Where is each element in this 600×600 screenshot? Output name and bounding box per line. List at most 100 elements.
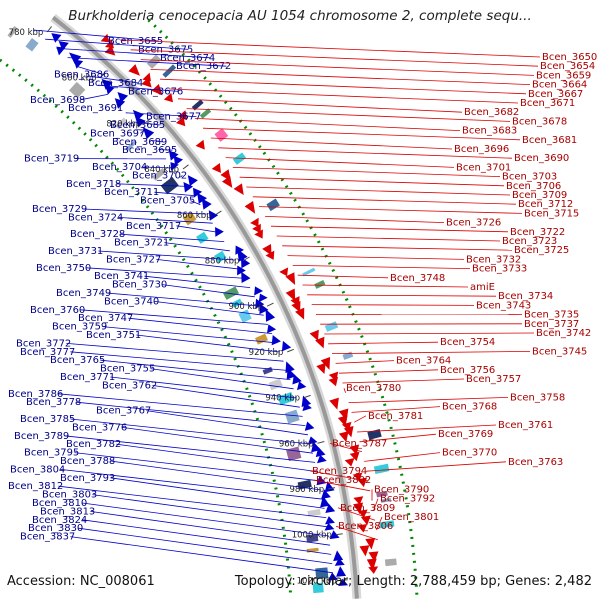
left-gene-label: Bcen_3759 (52, 322, 107, 333)
right-gene-label: Bcen_3743 (476, 300, 531, 311)
tick-mark (335, 533, 343, 536)
forward-gene-arrow (315, 447, 326, 458)
reverse-gene-arrow (221, 175, 233, 188)
left-leader-line (128, 317, 273, 334)
forward-gene-arrow (101, 78, 113, 90)
backbone-ring (51, 15, 359, 599)
tick-mark (303, 394, 311, 399)
right-leader-line (202, 127, 521, 141)
feature-block (379, 520, 395, 529)
left-leader-line (78, 527, 333, 564)
right-gene-label: Bcen_3664 (532, 80, 587, 91)
right-gene-label: Bcen_3696 (454, 144, 509, 155)
right-leader-line (276, 235, 501, 242)
right-leader-line (282, 245, 513, 251)
forward-gene-arrow (325, 503, 336, 513)
left-leader-line (70, 536, 334, 574)
left-gene-label: Bcen_3765 (50, 355, 105, 366)
left-gene-label: Bcen_3824 (32, 515, 87, 526)
right-gene-label: Bcen_3764 (396, 356, 451, 367)
left-gene-label: Bcen_3655 (108, 36, 163, 47)
gc-ring-outer (147, 18, 419, 599)
left-gene-label: Bcen_3760 (30, 305, 85, 316)
right-gene-label: Bcen_3723 (502, 236, 557, 247)
feature-block (384, 558, 397, 567)
feature-block (373, 463, 390, 475)
left-leader-line (64, 435, 316, 463)
right-leader-line (348, 397, 509, 403)
forward-gene-arrow (105, 85, 115, 95)
right-gene-label: Bcen_3735 (524, 310, 579, 321)
left-gene-label: Bcen_3730 (112, 280, 167, 291)
left-gene-label: Bcen_3684 (88, 78, 143, 89)
right-leader-line (210, 137, 453, 150)
left-gene-label: Bcen_3718 (66, 179, 121, 190)
tick-label: 1020 kbp (297, 576, 337, 586)
feature-block (196, 231, 209, 244)
left-leader-line (136, 334, 280, 353)
left-leader-line (158, 149, 173, 151)
left-leader-line (106, 292, 260, 307)
feature-block (367, 429, 382, 440)
left-leader-line (70, 418, 311, 445)
left-gene-label: Bcen_3747 (78, 313, 133, 324)
right-leader-line (218, 147, 513, 159)
left-leader-line (33, 29, 159, 42)
reverse-gene-arrow (177, 110, 188, 121)
left-leader-line (86, 267, 246, 279)
right-gene-label: Bcen_3682 (464, 107, 519, 118)
feature-block (268, 378, 283, 391)
tick-mark (182, 164, 189, 170)
forward-gene-arrow (173, 155, 183, 166)
left-gene-label: Bcen_3675 (138, 44, 193, 55)
tick-mark (243, 256, 250, 261)
forward-gene-arrow (58, 40, 69, 51)
left-gene-label: Bcen_3672 (176, 61, 231, 72)
right-gene-label: Bcen_3802 (316, 475, 371, 486)
reverse-gene-arrow (368, 551, 379, 562)
right-leader-line (258, 206, 523, 214)
forward-gene-arrow (327, 572, 338, 581)
right-gene-label: Bcen_3681 (522, 135, 577, 146)
reverse-gene-arrow (285, 272, 296, 285)
right-gene-label: Bcen_3757 (466, 374, 521, 385)
feature-block (162, 64, 177, 78)
accession-text: Accession: NC_008061 (7, 574, 155, 589)
right-gene-label: Bcen_3715 (524, 208, 579, 219)
forward-gene-arrow (302, 402, 312, 412)
tick-label: 960 kbp (279, 439, 314, 449)
forward-gene-arrow (281, 340, 292, 352)
right-leader-line (307, 294, 497, 297)
feature-block (302, 267, 316, 277)
feature-block (306, 533, 319, 543)
left-gene-label: Bcen_3711 (104, 187, 159, 198)
tick-label: 900 kbp (229, 302, 264, 312)
right-leader-line (313, 479, 371, 492)
tick-mark (144, 118, 151, 124)
right-gene-label: Bcen_3683 (462, 126, 517, 137)
left-gene-label: Bcen_3837 (20, 532, 75, 543)
feature-block (314, 279, 326, 289)
feature-block (312, 582, 324, 594)
left-leader-line (58, 485, 327, 518)
left-gene-label: Bcen_3685 (110, 120, 165, 131)
left-gene-label: Bcen_3788 (60, 456, 115, 467)
feature-block (376, 490, 388, 498)
feature-block (7, 26, 18, 38)
left-leader-line (118, 217, 213, 224)
right-leader-line (270, 225, 509, 233)
reverse-gene-arrow (349, 451, 360, 462)
right-gene-label: Bcen_3733 (472, 264, 527, 275)
left-gene-label: Bcen_3677 (146, 112, 201, 123)
right-gene-label: Bcen_3761 (498, 420, 553, 431)
right-leader-line (120, 39, 541, 58)
reverse-gene-arrow (316, 362, 326, 374)
left-gene-label: Bcen_3750 (36, 263, 91, 274)
left-leader-line (98, 84, 179, 92)
feature-block (266, 198, 280, 212)
forward-gene-arrow (142, 127, 155, 140)
left-leader-line (116, 443, 318, 472)
reverse-gene-arrow (285, 288, 296, 302)
feature-block (231, 298, 243, 308)
